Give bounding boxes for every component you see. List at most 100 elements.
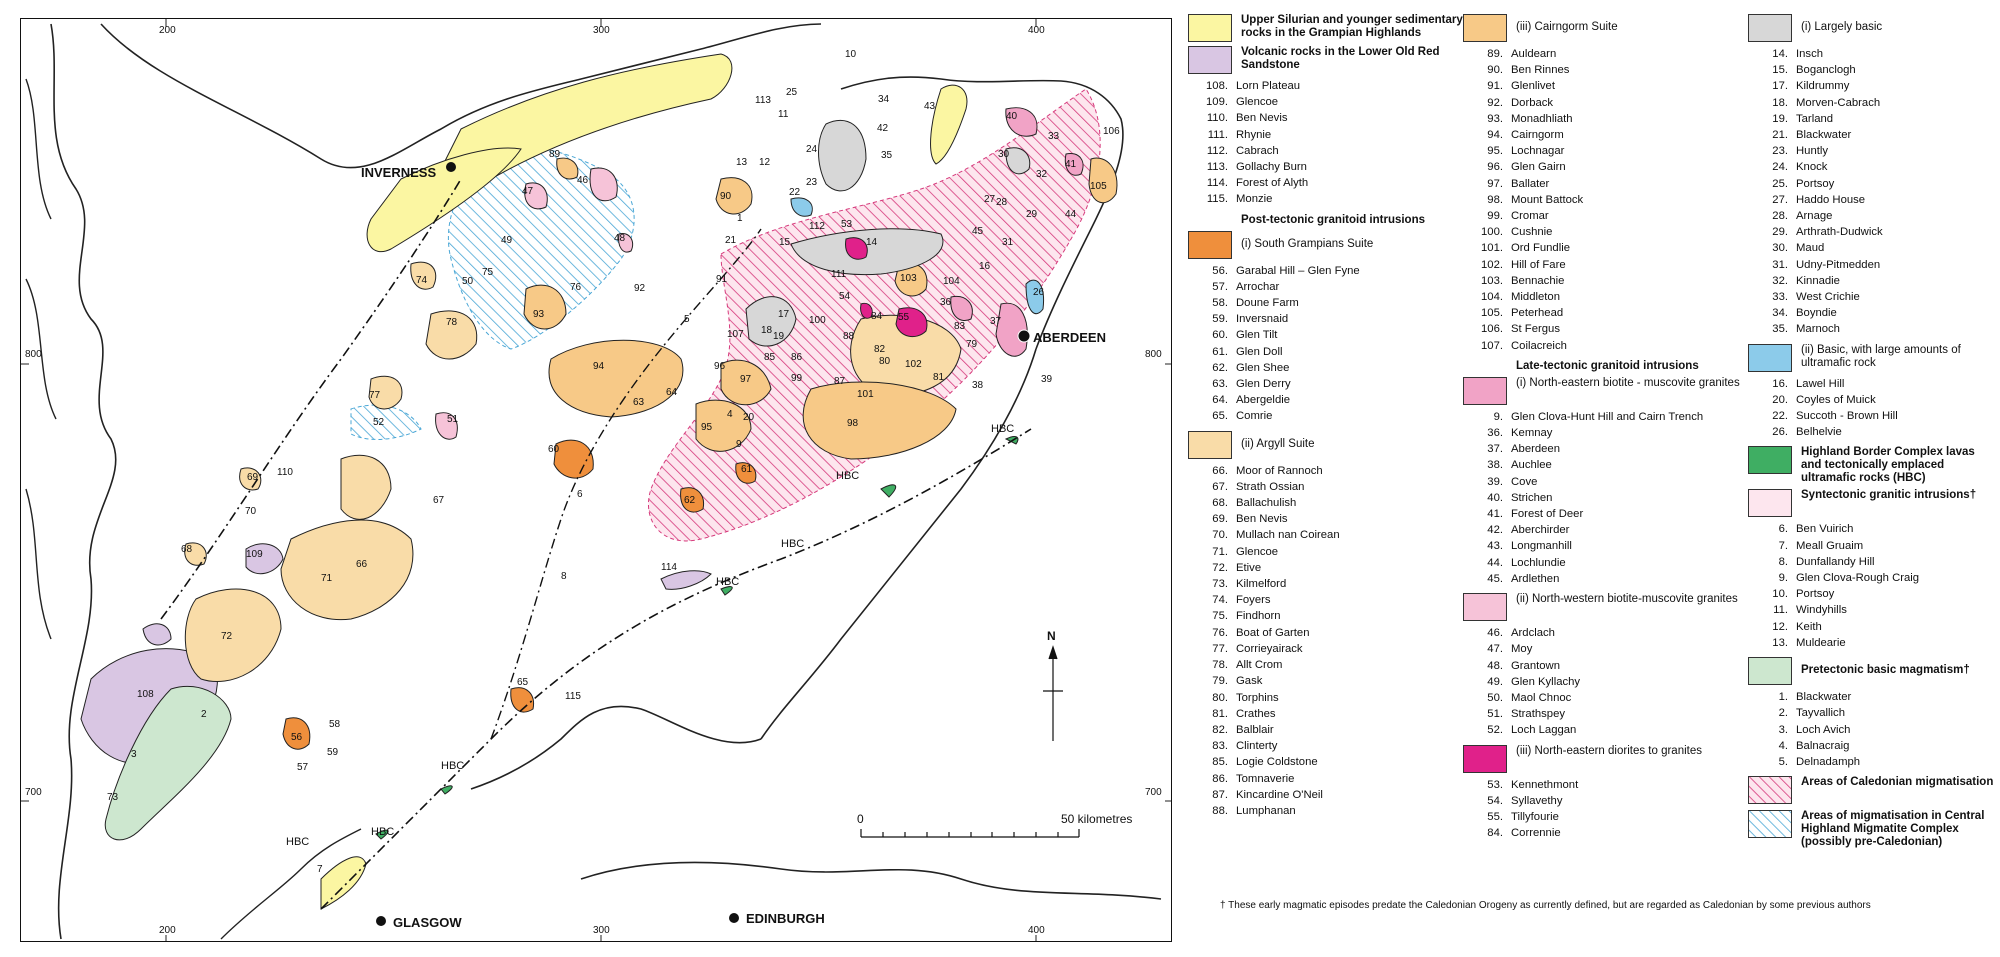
legend-item-number: 105.	[1481, 307, 1503, 320]
legend-item: 6. Ben Vuirich	[1748, 521, 1998, 537]
legend-item: 75. Findhorn	[1188, 608, 1468, 624]
intrusion-number-43: 43	[924, 101, 936, 112]
legend-item-name: Balnacraig	[1796, 739, 1850, 752]
intrusion-number-3: 3	[131, 749, 137, 760]
intrusion-number-68: 68	[181, 544, 193, 555]
legend-item: 85. Logie Coldstone	[1188, 754, 1468, 770]
legend-item-number: 84.	[1487, 827, 1503, 840]
cairngorm-93	[523, 284, 567, 330]
intrusion-number-13: 13	[736, 157, 748, 168]
pretectonic-items: 1. Blackwater 2. Tayvallich 3. Loch Avich 4. Ba…	[1748, 689, 1998, 770]
legend-item: 86. Tomnaverie	[1188, 771, 1468, 787]
argyll-67	[340, 454, 392, 520]
swatch-volcanic	[1188, 46, 1232, 74]
swatch-syntectonic	[1748, 489, 1792, 518]
legend-item: 110. Ben Nevis	[1188, 110, 1468, 126]
intrusion-number-15: 15	[779, 237, 791, 248]
legend-item-name: Meall Gruaim	[1796, 539, 1864, 552]
city-edinburgh: EDINBURGH	[746, 911, 825, 926]
intrusion-number-21: 21	[725, 235, 737, 246]
legend-item-number: 91.	[1487, 80, 1503, 93]
legend-item: 62. Glen Shee	[1188, 360, 1468, 376]
legend-item-name: Mount Battock	[1511, 193, 1584, 206]
legend-item-name: Strathspey	[1511, 708, 1566, 721]
grid-label-700-left: 700	[25, 787, 42, 798]
legend-item-number: 13.	[1772, 636, 1788, 649]
legend-item-name: Glen Derry	[1236, 378, 1291, 391]
legend-entry-south-grampians: (i) South Grampians Suite	[1188, 230, 1468, 259]
intrusion-number-70: 70	[245, 506, 257, 517]
legend-item-name: Kildrummy	[1796, 80, 1850, 93]
legend-item-name: Delnadamph	[1796, 755, 1861, 768]
hbc-lens-3	[720, 586, 733, 596]
legend-item-name: Gask	[1236, 675, 1263, 688]
legend-item-number: 102.	[1481, 258, 1503, 271]
syntectonic-items: 6. Ben Vuirich 7. Meall Gruaim 8. Dunfallandy…	[1748, 521, 1998, 651]
legend-item: 106. St Fergus	[1463, 321, 1753, 337]
legend-item: 73. Kilmelford	[1188, 576, 1468, 592]
legend-item: 98. Mount Battock	[1463, 192, 1753, 208]
legend-item: 89. Auldearn	[1463, 46, 1753, 62]
swatch-cairngorm	[1463, 14, 1507, 42]
intrusion-number-51: 51	[447, 414, 459, 425]
legend-item-name: Clinterty	[1236, 740, 1278, 753]
intrusion-number-49: 49	[501, 235, 513, 246]
legend-item: 60. Glen Tilt	[1188, 327, 1468, 343]
legend-entry-largely-basic: (i) Largely basic	[1748, 14, 1998, 42]
legend-label-silurian: Upper Silurian and younger sedimentary r…	[1241, 14, 1463, 39]
argyll-72-etive	[184, 588, 282, 683]
intrusion-number-78: 78	[446, 317, 458, 328]
argyll-78	[425, 310, 478, 360]
legend-item-name: Boat of Garten	[1236, 626, 1310, 639]
legend-item-name: Portsoy	[1796, 588, 1835, 601]
legend-item: 57. Arrochar	[1188, 279, 1468, 295]
legend-item: 58. Doune Farm	[1188, 295, 1468, 311]
swatch-argyll	[1188, 430, 1232, 459]
legend-label-hbc: Highland Border Complex lavas and tecton…	[1801, 446, 1975, 485]
legend-item-number: 9.	[1778, 572, 1788, 585]
legend-item-name: Auldearn	[1511, 48, 1557, 60]
legend-item: 29. Arthrath-Dudwick	[1748, 224, 1998, 240]
legend-item-number: 12.	[1772, 620, 1788, 633]
legend-item-number: 92.	[1487, 96, 1503, 109]
legend-item: 30. Maud	[1748, 240, 1998, 256]
cairngorm-105	[1088, 157, 1118, 204]
intrusion-number-114: 114	[661, 562, 677, 573]
legend-item: 7. Meall Gruaim	[1748, 538, 1998, 554]
legend-item-number: 32.	[1772, 274, 1788, 287]
basic-ultramafic-items: 16. Lawel Hill 20. Coyles of Muick 22. Succot…	[1748, 376, 1998, 441]
legend-item-number: 54.	[1487, 794, 1503, 807]
legend-item-name: Hill of Fare	[1511, 258, 1566, 271]
legend-item-number: 67.	[1212, 480, 1228, 493]
legend-item: 93. Monadhliath	[1463, 111, 1753, 127]
intrusion-number-8: 8	[561, 571, 567, 582]
legend-item-number: 61.	[1212, 345, 1228, 358]
legend-item-name: Middleton	[1511, 291, 1560, 304]
legend-item: 11. Windyhills	[1748, 602, 1998, 618]
legend-item: 18. Morven-Cabrach	[1748, 95, 1998, 111]
argyll-77	[368, 375, 403, 410]
legend-item-name: Loch Laggan	[1511, 724, 1577, 737]
basic-30	[1005, 147, 1031, 175]
intrusion-number-38: 38	[972, 380, 984, 391]
cairngorm-89	[556, 157, 579, 180]
intrusion-number-17: 17	[778, 309, 790, 320]
legend-item: 28. Arnage	[1748, 208, 1998, 224]
intrusion-number-11: 11	[778, 109, 789, 120]
intrusion-number-111: 111	[831, 269, 847, 280]
late-tectonic-heading: Late-tectonic granitoid intrusions	[1516, 359, 1699, 372]
intrusion-number-112: 112	[809, 221, 825, 232]
intrusion-number-9: 9	[736, 439, 742, 450]
north-arrow-graphic	[1043, 645, 1063, 741]
legend-item: 78. Allt Crom	[1188, 657, 1468, 673]
scale-start-label: 0	[857, 812, 864, 826]
legend-item-name: Lumphanan	[1236, 804, 1296, 817]
hbc-lens-4	[440, 785, 453, 795]
cairngorm-95	[695, 399, 752, 452]
legend-label-south-grampians: (i) South Grampians Suite	[1241, 237, 1374, 250]
legend-item-number: 1.	[1778, 691, 1788, 704]
internal-fault	[490, 228, 762, 740]
inverness-dot	[446, 162, 456, 172]
intrusion-number-75: 75	[482, 267, 494, 278]
legend-item-number: 107.	[1481, 339, 1503, 352]
